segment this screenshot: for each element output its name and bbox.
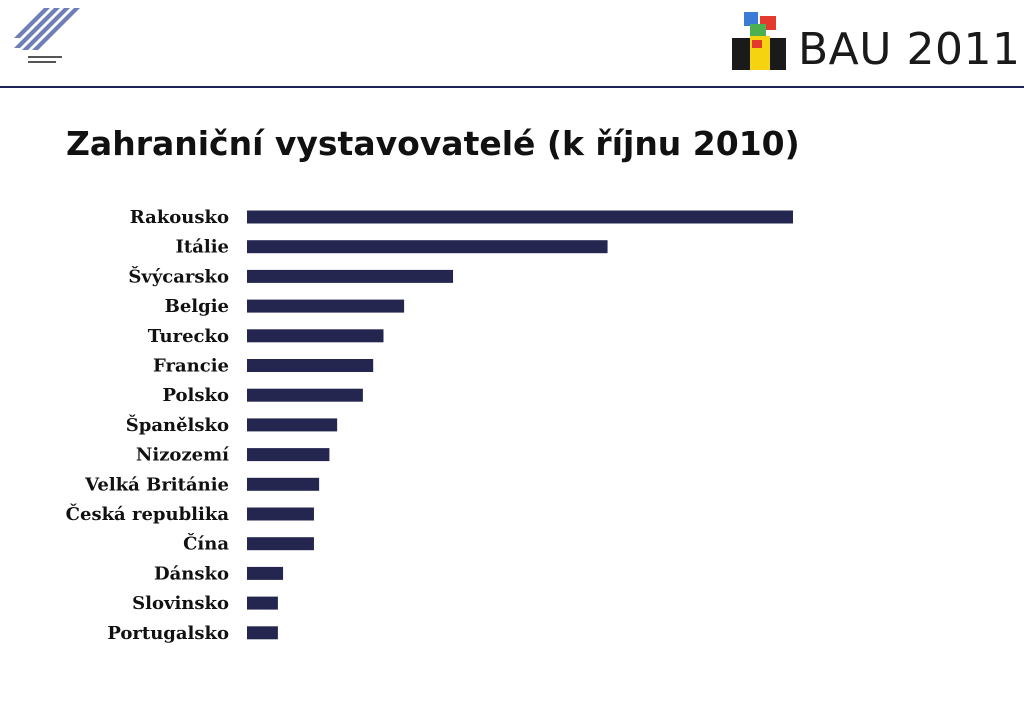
category-label: Španělsko xyxy=(126,413,229,436)
category-label: Švýcarsko xyxy=(128,264,229,287)
bar xyxy=(247,537,314,551)
bar xyxy=(247,448,330,462)
bar xyxy=(247,566,284,580)
category-label: Itálie xyxy=(175,237,229,258)
header-divider xyxy=(0,86,1024,88)
category-label: Portugalsko xyxy=(107,623,229,644)
category-label: Polsko xyxy=(162,385,229,406)
category-label: Belgie xyxy=(165,296,229,317)
category-label: Velká Británie xyxy=(84,474,229,495)
messe-muenchen-logo-icon xyxy=(14,8,80,63)
bar xyxy=(247,240,608,254)
bar xyxy=(247,210,793,224)
bar xyxy=(247,626,278,640)
category-label: Čína xyxy=(183,532,229,555)
bau-cube-logo-icon xyxy=(732,12,786,70)
category-label: Rakousko xyxy=(130,207,229,228)
bar xyxy=(247,477,320,491)
category-label: Francie xyxy=(153,356,229,377)
bar xyxy=(247,388,363,402)
bar xyxy=(247,418,338,432)
category-label: Česká republika xyxy=(66,502,230,525)
chart-title: Zahraniční vystavovatelé (k říjnu 2010) xyxy=(66,124,800,163)
category-label: Slovinsko xyxy=(132,593,229,614)
bar xyxy=(247,329,384,343)
bau-logo: BAU 2011 xyxy=(730,10,1020,78)
bar xyxy=(247,596,278,610)
brand-name: BAU 2011 xyxy=(798,24,1021,75)
bar xyxy=(247,359,374,372)
bar xyxy=(247,299,405,313)
category-label: Dánsko xyxy=(154,563,229,584)
category-label: Turecko xyxy=(148,326,229,347)
category-label: Nizozemí xyxy=(136,445,229,466)
bar xyxy=(247,269,454,283)
header: BAU 2011 xyxy=(0,0,1024,90)
bar-chart: Rakousko Itálie Švýcarsko Belgie Turecko Fran… xyxy=(66,207,793,644)
bar xyxy=(247,507,314,521)
